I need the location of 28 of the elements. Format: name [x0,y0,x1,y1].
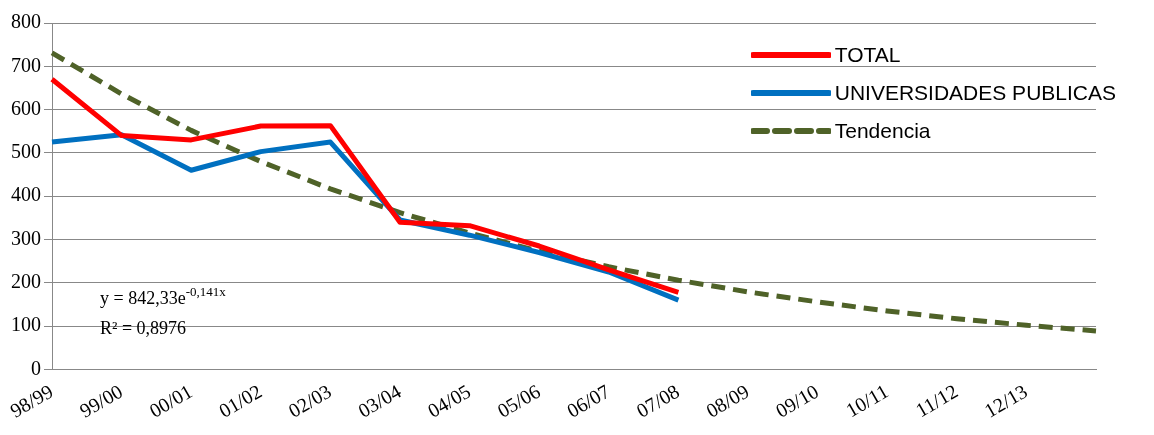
x-tick-label: 11/12 [911,379,962,422]
y-tick-label: 500 [11,140,41,163]
x-tick-label: 07/08 [632,379,684,422]
y-tick-label: 800 [11,10,41,33]
legend-label: UNIVERSIDADES PUBLICAS [834,81,1116,105]
x-tick-label: 04/05 [423,379,475,422]
y-tick-label: 600 [11,96,41,119]
legend-label: Tendencia [834,119,931,143]
x-tick-label: 98/99 [6,379,57,422]
y-tick-label: 400 [11,183,41,206]
x-tick-label: 06/07 [562,379,614,422]
annotation: R² = 0,8976 [100,318,187,339]
x-tick-label: 01/02 [214,379,266,422]
x-tick-label: 02/03 [284,379,336,422]
x-tick-label: 08/09 [702,379,753,422]
legend-label: TOTAL [834,43,901,67]
x-tick-label: 09/10 [771,379,823,422]
x-tick-label: 12/13 [980,379,1032,422]
y-tick-label: 100 [11,313,41,336]
y-tick-label: 0 [31,356,41,379]
y-tick-label: 200 [11,270,41,293]
y-tick-label: 700 [11,53,41,76]
y-tick-label: 300 [11,226,41,249]
x-tick-label: 03/04 [354,379,405,422]
x-tick-label: 10/11 [842,379,892,422]
x-tick-label: 99/00 [75,379,127,422]
x-tick-label: 05/06 [493,379,544,422]
x-tick-label: 00/01 [145,379,196,422]
